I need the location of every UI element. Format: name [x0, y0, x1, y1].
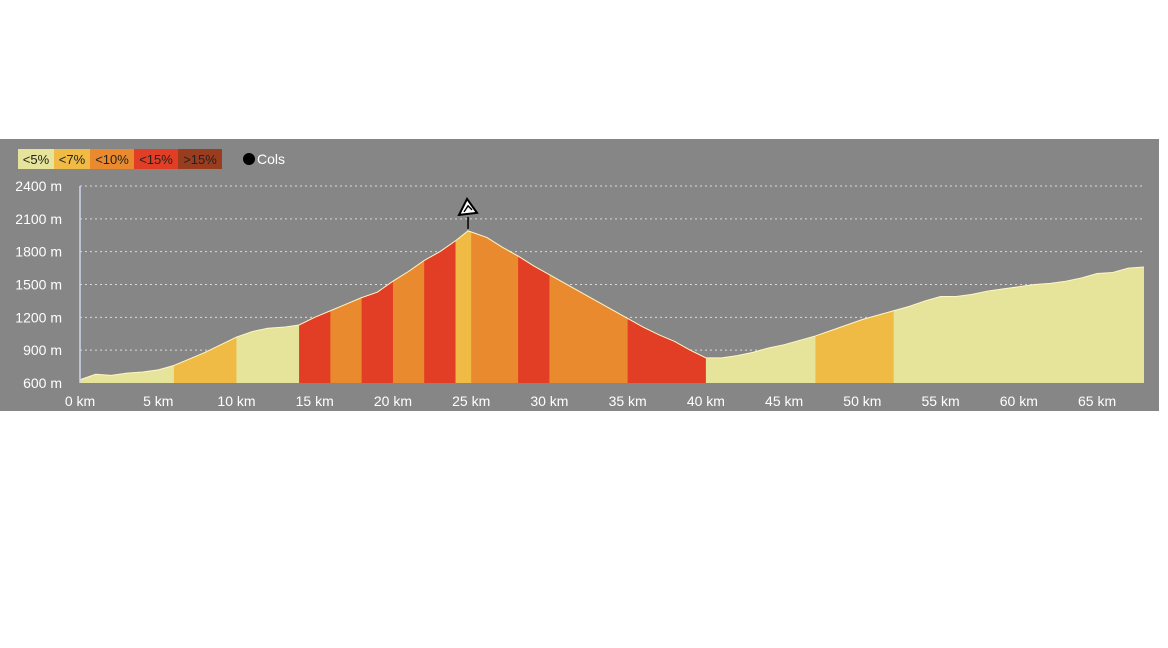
legend-label: <15%	[139, 152, 173, 167]
grade-bands	[80, 230, 1144, 383]
grade-band	[471, 230, 519, 383]
grade-band	[330, 230, 363, 383]
y-tick-label: 900 m	[23, 342, 62, 358]
elevation-chart-svg: <5% <7% <10% <15% >15% Cols 600 m 900 m 1200 m 1…	[15, 149, 1145, 409]
grade-band	[80, 230, 175, 383]
legend-label: >15%	[183, 152, 217, 167]
x-tick-label: 30 km	[530, 393, 568, 409]
y-tick-label: 1500 m	[15, 277, 62, 293]
x-tick-label: 45 km	[765, 393, 803, 409]
x-tick-label: 40 km	[687, 393, 725, 409]
y-tick-label: 1800 m	[15, 244, 62, 260]
cols-legend-label: Cols	[257, 151, 285, 167]
x-tick-label: 55 km	[922, 393, 960, 409]
legend-swatch	[90, 149, 134, 169]
col-mountain-icon	[457, 196, 479, 229]
grade-band	[893, 230, 1144, 383]
grade-band	[674, 230, 707, 383]
legend-label: <10%	[95, 152, 129, 167]
cols-legend-dot-icon	[243, 153, 255, 165]
y-tick-label: 600 m	[23, 375, 62, 391]
legend-label: <7%	[59, 152, 86, 167]
grade-band	[627, 230, 676, 383]
x-tick-label: 10 km	[217, 393, 255, 409]
legend-swatch	[134, 149, 178, 169]
x-tick-label: 35 km	[609, 393, 647, 409]
legend-swatch	[18, 149, 54, 169]
grade-band	[518, 230, 550, 383]
x-tick-label: 50 km	[843, 393, 881, 409]
elevation-chart: <5% <7% <10% <15% >15% Cols 600 m 900 m 1200 m 1…	[0, 139, 1159, 411]
x-tick-label: 25 km	[452, 393, 490, 409]
grade-band	[236, 230, 300, 383]
legend-swatch	[178, 149, 222, 169]
grade-band	[549, 230, 629, 383]
x-tick-label: 5 km	[143, 393, 173, 409]
legend-label: <5%	[23, 152, 50, 167]
grade-band	[815, 230, 895, 383]
x-tick-label: 15 km	[296, 393, 334, 409]
chart-legend: <5% <7% <10% <15% >15% Cols	[18, 149, 285, 169]
chart-axes: 600 m 900 m 1200 m 1500 m 1800 m 2100 m 2400 m…	[15, 178, 1116, 409]
grade-band	[455, 230, 472, 383]
grade-band	[361, 230, 394, 383]
col-marker	[457, 196, 479, 229]
y-tick-label: 2400 m	[15, 178, 62, 194]
legend-swatch	[54, 149, 90, 169]
grade-band	[392, 230, 425, 383]
y-tick-label: 2100 m	[15, 211, 62, 227]
grade-band	[424, 230, 457, 383]
grade-band	[705, 230, 816, 383]
y-tick-label: 1200 m	[15, 309, 62, 325]
x-tick-label: 65 km	[1078, 393, 1116, 409]
elevation-outline	[79, 230, 1145, 381]
x-tick-label: 60 km	[1000, 393, 1038, 409]
x-tick-label: 0 km	[65, 393, 95, 409]
x-tick-label: 20 km	[374, 393, 412, 409]
grade-band	[299, 230, 331, 383]
